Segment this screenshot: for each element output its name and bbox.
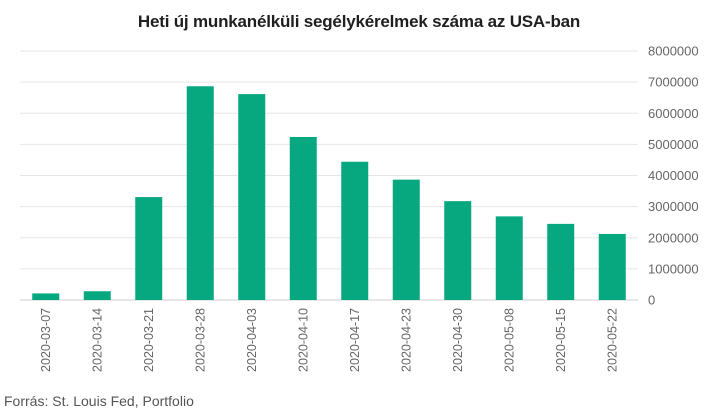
bar xyxy=(547,223,575,300)
bar xyxy=(135,197,163,300)
bar xyxy=(444,201,472,300)
bar xyxy=(341,161,369,300)
y-tick-label: 0 xyxy=(648,293,655,308)
x-tick-label: 2020-03-21 xyxy=(142,308,156,372)
bar xyxy=(83,291,111,300)
x-tick-label: 2020-05-15 xyxy=(554,308,568,372)
chart-title: Heti új munkanélküli segélykérelmek szám… xyxy=(137,12,581,31)
bar xyxy=(392,179,420,300)
x-tick-label: 2020-04-10 xyxy=(296,308,310,372)
y-tick-label: 8000000 xyxy=(648,44,699,59)
x-tick-label: 2020-04-03 xyxy=(245,308,259,372)
y-axis-tick-labels: 0 1000000 2000000 3000000 4000000 5000000 6000… xyxy=(648,44,699,308)
x-tick-label: 2020-04-23 xyxy=(399,308,413,372)
x-tick-label: 2020-03-14 xyxy=(90,308,104,372)
x-tick-label: 2020-05-22 xyxy=(605,308,619,372)
bar xyxy=(186,86,214,301)
x-tick-label: 2020-04-17 xyxy=(348,308,362,372)
bar xyxy=(32,293,60,300)
bar xyxy=(495,216,523,300)
y-tick-label: 7000000 xyxy=(648,75,699,90)
x-tick-label: 2020-03-07 xyxy=(39,308,53,372)
y-tick-label: 5000000 xyxy=(648,137,699,152)
x-tick-label: 2020-04-30 xyxy=(451,308,465,372)
x-axis-tick-labels: 2020-03-07 2020-03-14 2020-03-21 2020-03-28… xyxy=(39,308,620,372)
x-tick-label: 2020-03-28 xyxy=(193,308,207,372)
x-tick-label: 2020-05-08 xyxy=(502,308,516,372)
chart-source: Forrás: St. Louis Fed, Portfolio xyxy=(4,393,194,409)
y-tick-label: 4000000 xyxy=(648,168,699,183)
y-tick-label: 3000000 xyxy=(648,199,699,214)
bar xyxy=(289,136,317,300)
y-tick-label: 2000000 xyxy=(648,230,699,245)
y-tick-label: 1000000 xyxy=(648,261,699,276)
grid-lines xyxy=(20,50,638,301)
y-tick-label: 6000000 xyxy=(648,106,699,121)
bars xyxy=(32,86,626,301)
bar xyxy=(598,233,626,300)
bar xyxy=(238,94,266,300)
